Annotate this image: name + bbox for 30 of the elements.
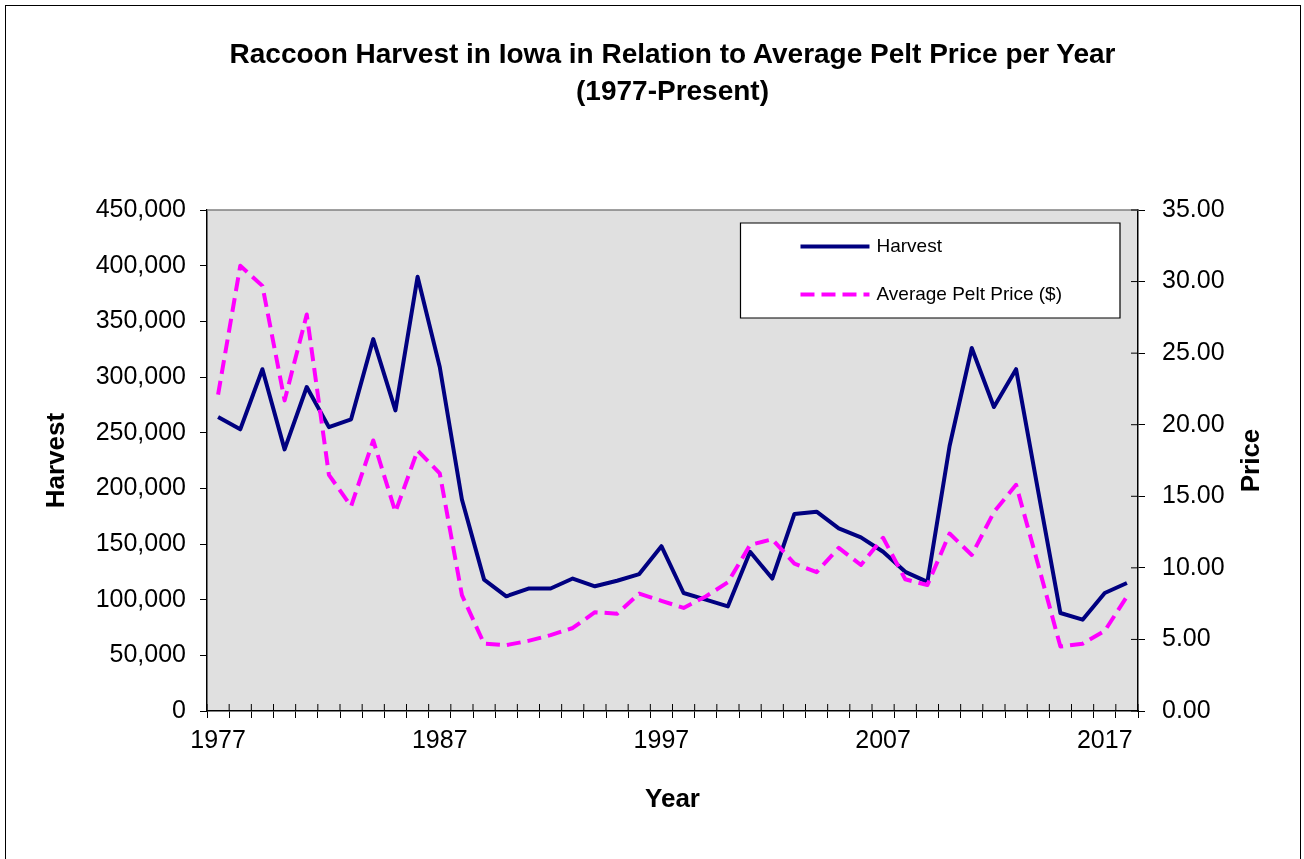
x-axis-title: Year xyxy=(645,783,700,814)
y-tick-label: 50,000 xyxy=(109,639,186,668)
y2-axis-title: Price xyxy=(1235,428,1266,493)
legend-label: Harvest xyxy=(876,234,943,256)
y2-tick-label: 10.00 xyxy=(1162,551,1225,580)
x-tick-label: 1997 xyxy=(633,724,690,753)
x-tick-label: 2017 xyxy=(1076,724,1133,753)
legend-label: Average Pelt Price ($) xyxy=(876,282,1063,304)
y-tick-label: 200,000 xyxy=(95,472,186,501)
y2-tick-label: 5.00 xyxy=(1162,623,1211,652)
x-tick-label: 1977 xyxy=(190,724,246,753)
y2-tick-label: 20.00 xyxy=(1162,408,1225,437)
y-tick-label: 450,000 xyxy=(95,193,186,222)
y-tick-label: 250,000 xyxy=(95,416,186,445)
y-tick-label: 400,000 xyxy=(95,249,186,278)
y-tick-label: 0 xyxy=(172,694,186,723)
chart-subtitle: (1977-Present) xyxy=(576,74,769,106)
chart-title: Raccoon Harvest in Iowa in Relation to Average Pelt Price per Year xyxy=(229,37,1116,69)
y2-tick-label: 25.00 xyxy=(1162,337,1225,366)
y2-tick-label: 0.00 xyxy=(1162,694,1211,723)
y2-tick-label: 15.00 xyxy=(1162,480,1225,509)
y-axis-title: Harvest xyxy=(40,412,71,509)
y-tick-label: 300,000 xyxy=(95,360,186,389)
y-tick-label: 150,000 xyxy=(95,527,186,556)
x-tick-label: 1987 xyxy=(411,724,468,753)
y-tick-label: 100,000 xyxy=(95,583,186,612)
y2-tick-label: 30.00 xyxy=(1162,265,1225,294)
x-tick-label: 2007 xyxy=(855,724,911,753)
y2-tick-label: 35.00 xyxy=(1162,193,1225,222)
y-tick-label: 350,000 xyxy=(95,305,186,334)
